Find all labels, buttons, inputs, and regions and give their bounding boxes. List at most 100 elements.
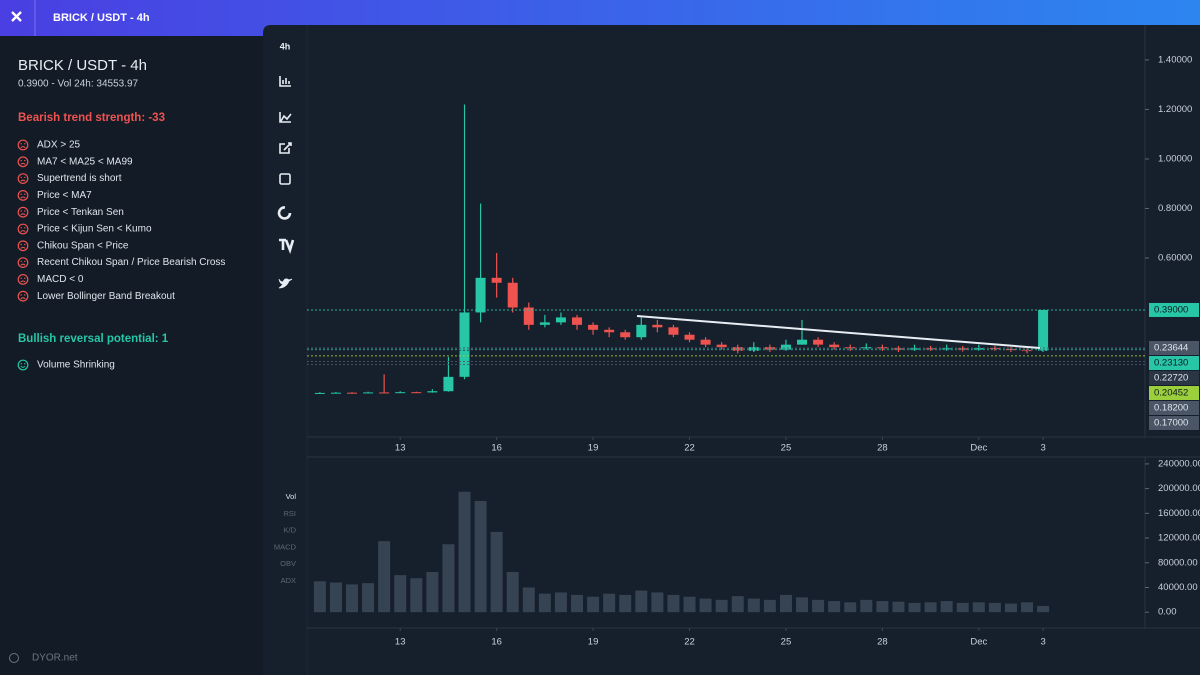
volume-bar	[956, 602, 969, 613]
sidebar-title: BRICK / USDT - 4h	[18, 57, 147, 74]
volume-bar	[458, 491, 471, 613]
candle-body	[475, 277, 486, 313]
indicator-tab[interactable]: MACD	[274, 542, 297, 551]
candle-body	[941, 348, 952, 350]
volume-bar	[796, 597, 809, 613]
x-tick-label: 28	[877, 637, 888, 648]
candle-body	[363, 392, 374, 394]
y-tick-label: 0.80000	[1158, 203, 1192, 214]
indicator-tab[interactable]: Vol	[286, 492, 297, 501]
candle-body	[395, 392, 406, 394]
candle-body	[973, 348, 984, 350]
x-tick-label: 19	[588, 637, 599, 648]
candle-body	[909, 348, 920, 350]
external-link-button[interactable]	[279, 142, 292, 154]
candle-body	[700, 339, 711, 345]
x-tick-label: 28	[877, 443, 888, 454]
bearish-item: Price < Kijun Sen < Kumo	[37, 224, 152, 235]
refresh-button[interactable]	[277, 206, 292, 220]
status-icon	[20, 260, 22, 263]
volume-bar	[362, 583, 375, 613]
candle-body	[861, 347, 872, 349]
volume-bar	[410, 578, 423, 613]
bearish-item: Recent Chikou Span / Price Bearish Cross	[37, 257, 225, 268]
status-icon	[17, 139, 29, 151]
indicator-tab[interactable]: K/D	[283, 526, 296, 535]
volume-bar	[603, 593, 616, 613]
save-button[interactable]	[279, 173, 291, 185]
x-tick-label: Dec	[970, 637, 987, 648]
volume-bar	[394, 575, 407, 613]
volume-bar	[924, 602, 937, 613]
volume-bar	[619, 594, 632, 613]
tradingview-button[interactable]	[279, 238, 295, 254]
y-tick-label: 1.40000	[1158, 54, 1192, 65]
volume-bar	[844, 602, 857, 613]
x-tick-label: 16	[491, 443, 502, 454]
twitter-button[interactable]	[278, 278, 293, 289]
status-icon	[24, 210, 26, 212]
volume-bar	[892, 601, 905, 613]
sidebar-subtitle: 0.3900 - Vol 24h: 34553.97	[18, 79, 139, 90]
candle-body	[764, 347, 775, 350]
y-tick-label: 200000.00	[1158, 483, 1200, 494]
status-icon	[20, 297, 26, 300]
volume-bar	[635, 590, 648, 613]
candle-body	[491, 277, 502, 283]
candle-body	[620, 332, 631, 338]
x-tick-label: 3	[1040, 637, 1045, 648]
volume-bar	[699, 598, 712, 613]
status-icon	[17, 189, 29, 201]
price-label-box	[1149, 371, 1199, 386]
volume-bar	[442, 544, 455, 613]
price-label-box	[1149, 302, 1199, 317]
volume-bar	[715, 599, 728, 613]
candle-body	[684, 334, 695, 340]
volume-bar	[1004, 603, 1017, 613]
volume-bar	[426, 572, 439, 613]
price-label-box	[1149, 386, 1199, 401]
volume-bar	[860, 599, 873, 613]
status-icon	[24, 277, 26, 279]
volume-bar	[554, 592, 567, 613]
indicator-tab[interactable]: OBV	[280, 559, 296, 568]
status-icon	[17, 290, 29, 302]
volume-bar	[1021, 602, 1034, 613]
status-icon	[20, 176, 22, 179]
candle-body	[716, 344, 727, 348]
trend-line	[636, 315, 1041, 349]
close-icon	[11, 11, 22, 22]
close-button[interactable]	[11, 11, 22, 22]
bearish-item: Price < MA7	[37, 190, 92, 201]
x-tick-label: 19	[588, 443, 599, 454]
candle-body	[1038, 309, 1049, 351]
volume-bar	[506, 572, 519, 613]
candle-body	[539, 322, 550, 325]
volume-bar	[972, 602, 985, 613]
x-tick-label: 25	[781, 443, 792, 454]
top-title: BRICK / USDT - 4h	[53, 12, 150, 24]
bar-chart-button[interactable]	[279, 76, 291, 87]
price-label-box	[1149, 401, 1199, 416]
status-icon	[24, 193, 26, 195]
status-icon	[24, 294, 26, 296]
x-tick-label: 13	[395, 637, 406, 648]
x-tick-label: 22	[684, 637, 695, 648]
copyright-icon	[9, 653, 19, 663]
sidebar-lists: ADX > 25 MA7 < MA25 < MA99 Supertrend is s…	[17, 139, 225, 371]
indicator-tab[interactable]: RSI	[283, 509, 296, 518]
status-icon	[17, 359, 29, 371]
area-chart-button[interactable]	[279, 112, 292, 123]
status-icon	[20, 243, 22, 246]
indicator-tab[interactable]: ADX	[281, 576, 296, 585]
x-tick-label: 13	[395, 443, 406, 454]
candle-body	[347, 392, 358, 394]
x-tick-label: 3	[1040, 443, 1045, 454]
volume-bar	[683, 596, 696, 613]
candle-body	[797, 339, 808, 345]
y-tick-label: 40000.00	[1158, 582, 1198, 593]
status-icon	[20, 280, 26, 283]
status-icon	[24, 143, 26, 145]
interval-button[interactable]: 4h	[280, 41, 291, 51]
price-label: 0.22720	[1154, 373, 1188, 384]
